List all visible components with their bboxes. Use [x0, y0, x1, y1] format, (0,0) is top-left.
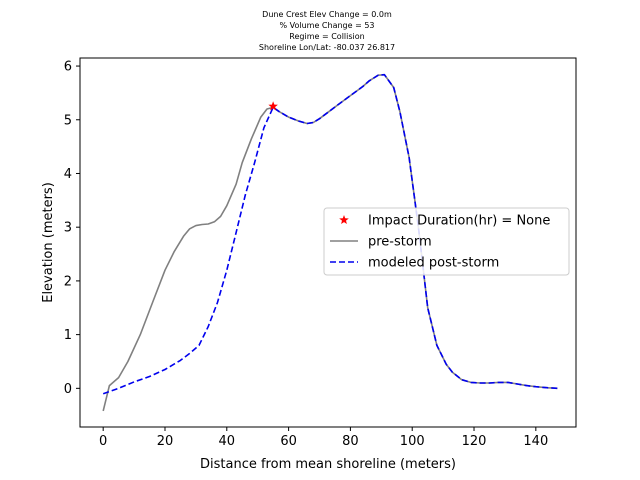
- x-tick-label: 80: [342, 434, 359, 449]
- title-line: % Volume Change = 53: [279, 21, 374, 30]
- legend: Impact Duration(hr) = None pre-storm model…: [323, 207, 570, 276]
- chart-title: Dune Crest Elev Change = 0.0m % Volume Ch…: [259, 10, 395, 52]
- legend-box: [323, 207, 570, 276]
- x-tick-label: 40: [219, 434, 236, 449]
- axes: 0 20 40 60 80 100 120 140 0 1 2 3 4 5 6: [64, 57, 577, 449]
- y-axis-label: Elevation (meters): [41, 182, 56, 303]
- x-axis-label: Distance from mean shoreline (meters): [200, 457, 456, 472]
- impact-star-marker: [268, 101, 278, 111]
- legend-label: modeled post-storm: [368, 256, 499, 271]
- x-tick-label: 60: [280, 434, 297, 449]
- y-tick-label: 1: [64, 328, 72, 343]
- plot-area: [102, 73, 558, 412]
- x-tick-label: 100: [400, 434, 425, 449]
- y-tick-label: 0: [64, 382, 72, 397]
- x-tick-label: 20: [157, 434, 174, 449]
- y-tick-label: 4: [64, 167, 72, 182]
- title-line: Regime = Collision: [289, 32, 364, 41]
- legend-label: Impact Duration(hr) = None: [368, 214, 550, 229]
- x-tick-label: 0: [99, 434, 107, 449]
- legend-label: pre-storm: [368, 235, 432, 250]
- y-tick-label: 3: [64, 221, 72, 236]
- x-tick-label: 120: [462, 434, 487, 449]
- legend-star-marker: [339, 215, 349, 224]
- title-line: Dune Crest Elev Change = 0.0m: [262, 10, 392, 19]
- y-tick-label: 6: [64, 60, 72, 75]
- y-tick-label: 5: [64, 113, 72, 128]
- series-line-post-storm: [102, 73, 558, 395]
- x-tick-label: 140: [523, 434, 548, 449]
- y-tick-label: 2: [64, 274, 72, 289]
- plot-frame: [79, 57, 577, 428]
- title-line: Shoreline Lon/Lat: -80.037 26.817: [259, 43, 395, 52]
